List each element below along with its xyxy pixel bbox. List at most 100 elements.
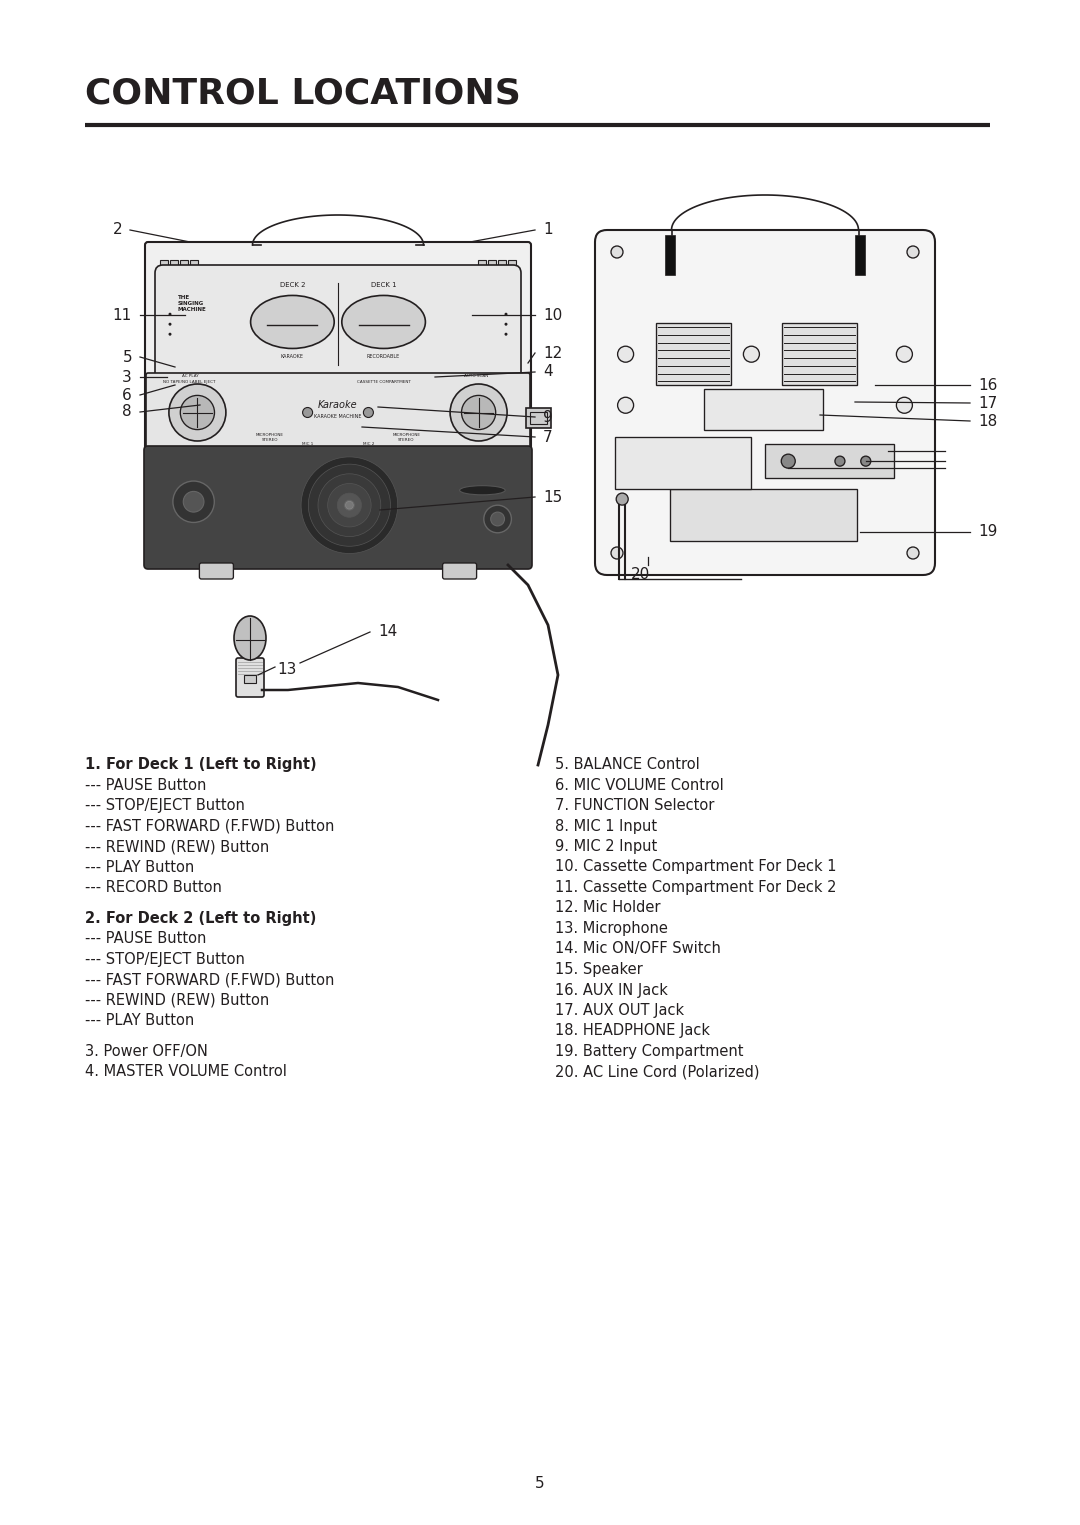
Text: CONTROL LOCATIONS: CONTROL LOCATIONS	[85, 76, 521, 110]
Text: 4: 4	[543, 364, 553, 380]
Circle shape	[168, 313, 172, 316]
Text: --- PLAY Button: --- PLAY Button	[85, 1013, 194, 1028]
Text: 20. AC Line Cord (Polarized): 20. AC Line Cord (Polarized)	[555, 1064, 759, 1080]
Circle shape	[611, 246, 623, 258]
Circle shape	[484, 505, 512, 532]
Text: DECK 2: DECK 2	[280, 282, 306, 288]
Circle shape	[907, 246, 919, 258]
Circle shape	[743, 396, 759, 413]
Bar	[670, 488, 856, 540]
Bar	[855, 235, 865, 274]
Bar	[782, 323, 856, 386]
Text: 19: 19	[978, 525, 997, 540]
Circle shape	[327, 483, 372, 528]
Text: 13: 13	[276, 662, 296, 677]
Text: --- REWIND (REW) Button: --- REWIND (REW) Button	[85, 839, 269, 854]
Circle shape	[781, 454, 795, 468]
Text: 7: 7	[543, 430, 553, 444]
Circle shape	[180, 395, 215, 430]
Text: 14. Mic ON/OFF Switch: 14. Mic ON/OFF Switch	[555, 941, 720, 956]
Circle shape	[504, 323, 508, 326]
Text: 20: 20	[631, 567, 650, 583]
FancyBboxPatch shape	[200, 563, 233, 580]
Bar	[508, 259, 516, 273]
Circle shape	[907, 547, 919, 560]
Text: 8. MIC 1 Input: 8. MIC 1 Input	[555, 819, 657, 834]
Text: --- RECORD Button: --- RECORD Button	[85, 880, 221, 895]
Text: 11: 11	[112, 308, 132, 322]
Bar	[526, 407, 551, 427]
Bar	[616, 438, 752, 488]
FancyBboxPatch shape	[144, 445, 532, 569]
Circle shape	[461, 395, 496, 430]
Bar	[657, 323, 731, 386]
Text: 1: 1	[543, 223, 553, 238]
Circle shape	[309, 464, 391, 546]
Text: RECORDABLE: RECORDABLE	[367, 354, 401, 360]
Text: DECK 1: DECK 1	[370, 282, 396, 288]
Text: MICROPHONE
STEREO: MICROPHONE STEREO	[392, 433, 420, 442]
Bar	[244, 674, 256, 683]
Bar	[160, 259, 168, 273]
Text: AC PLAY: AC PLAY	[183, 374, 199, 378]
Bar	[478, 259, 486, 273]
Text: 9. MIC 2 Input: 9. MIC 2 Input	[555, 839, 658, 854]
Text: 15. Speaker: 15. Speaker	[555, 962, 643, 978]
Bar	[488, 259, 496, 273]
Text: 14: 14	[378, 625, 397, 639]
Text: 4. MASTER VOLUME Control: 4. MASTER VOLUME Control	[85, 1064, 287, 1080]
Circle shape	[611, 547, 623, 560]
Text: 18. HEADPHONE Jack: 18. HEADPHONE Jack	[555, 1023, 710, 1039]
Text: 6: 6	[122, 387, 132, 403]
Text: 15: 15	[543, 490, 563, 505]
Text: 7. FUNCTION Selector: 7. FUNCTION Selector	[555, 798, 714, 813]
Circle shape	[835, 456, 845, 467]
Ellipse shape	[251, 296, 334, 349]
Circle shape	[450, 384, 508, 441]
Circle shape	[318, 474, 381, 537]
Text: THE
SINGING
MACHINE: THE SINGING MACHINE	[178, 296, 206, 313]
Text: --- PLAY Button: --- PLAY Button	[85, 860, 194, 874]
Text: KARAOKE: KARAOKE	[281, 354, 303, 360]
Text: --- PAUSE Button: --- PAUSE Button	[85, 932, 206, 946]
Text: Karaoke: Karaoke	[319, 400, 357, 410]
Text: 18: 18	[978, 413, 997, 429]
Circle shape	[490, 512, 504, 526]
Bar	[665, 235, 675, 274]
Circle shape	[618, 396, 634, 413]
Text: --- STOP/EJECT Button: --- STOP/EJECT Button	[85, 952, 245, 967]
Text: 6. MIC VOLUME Control: 6. MIC VOLUME Control	[555, 778, 724, 793]
Text: 13. Microphone: 13. Microphone	[555, 921, 667, 936]
Circle shape	[168, 384, 226, 441]
Text: --- STOP/EJECT Button: --- STOP/EJECT Button	[85, 798, 245, 813]
Circle shape	[337, 493, 362, 517]
Text: 8: 8	[122, 404, 132, 419]
FancyBboxPatch shape	[595, 230, 935, 575]
Text: 5: 5	[536, 1476, 544, 1490]
Circle shape	[343, 499, 355, 511]
Circle shape	[301, 458, 397, 554]
Text: NO TAPE/NO LABEL EJECT: NO TAPE/NO LABEL EJECT	[163, 380, 216, 384]
Text: 2: 2	[112, 223, 122, 238]
Text: 9: 9	[543, 410, 553, 424]
Text: MICROPHONE
STEREO: MICROPHONE STEREO	[256, 433, 284, 442]
Text: 2. For Deck 2 (Left to Right): 2. For Deck 2 (Left to Right)	[85, 910, 316, 926]
Circle shape	[346, 502, 353, 509]
Text: --- FAST FORWARD (F.FWD) Button: --- FAST FORWARD (F.FWD) Button	[85, 973, 335, 987]
Ellipse shape	[234, 616, 266, 660]
Bar	[704, 389, 823, 430]
Bar	[190, 259, 198, 273]
Text: 10. Cassette Compartment For Deck 1: 10. Cassette Compartment For Deck 1	[555, 860, 837, 874]
Text: 12. Mic Holder: 12. Mic Holder	[555, 900, 661, 915]
Circle shape	[896, 346, 913, 363]
Text: 3: 3	[122, 369, 132, 384]
Text: AUTO SCAN: AUTO SCAN	[463, 374, 488, 378]
Text: KARAOKE MACHINE: KARAOKE MACHINE	[314, 413, 362, 419]
Circle shape	[861, 456, 870, 467]
Circle shape	[184, 491, 204, 512]
Text: MIC 1: MIC 1	[302, 442, 313, 445]
Bar	[180, 259, 188, 273]
Bar	[530, 412, 546, 424]
Circle shape	[168, 332, 172, 336]
FancyBboxPatch shape	[443, 563, 476, 580]
